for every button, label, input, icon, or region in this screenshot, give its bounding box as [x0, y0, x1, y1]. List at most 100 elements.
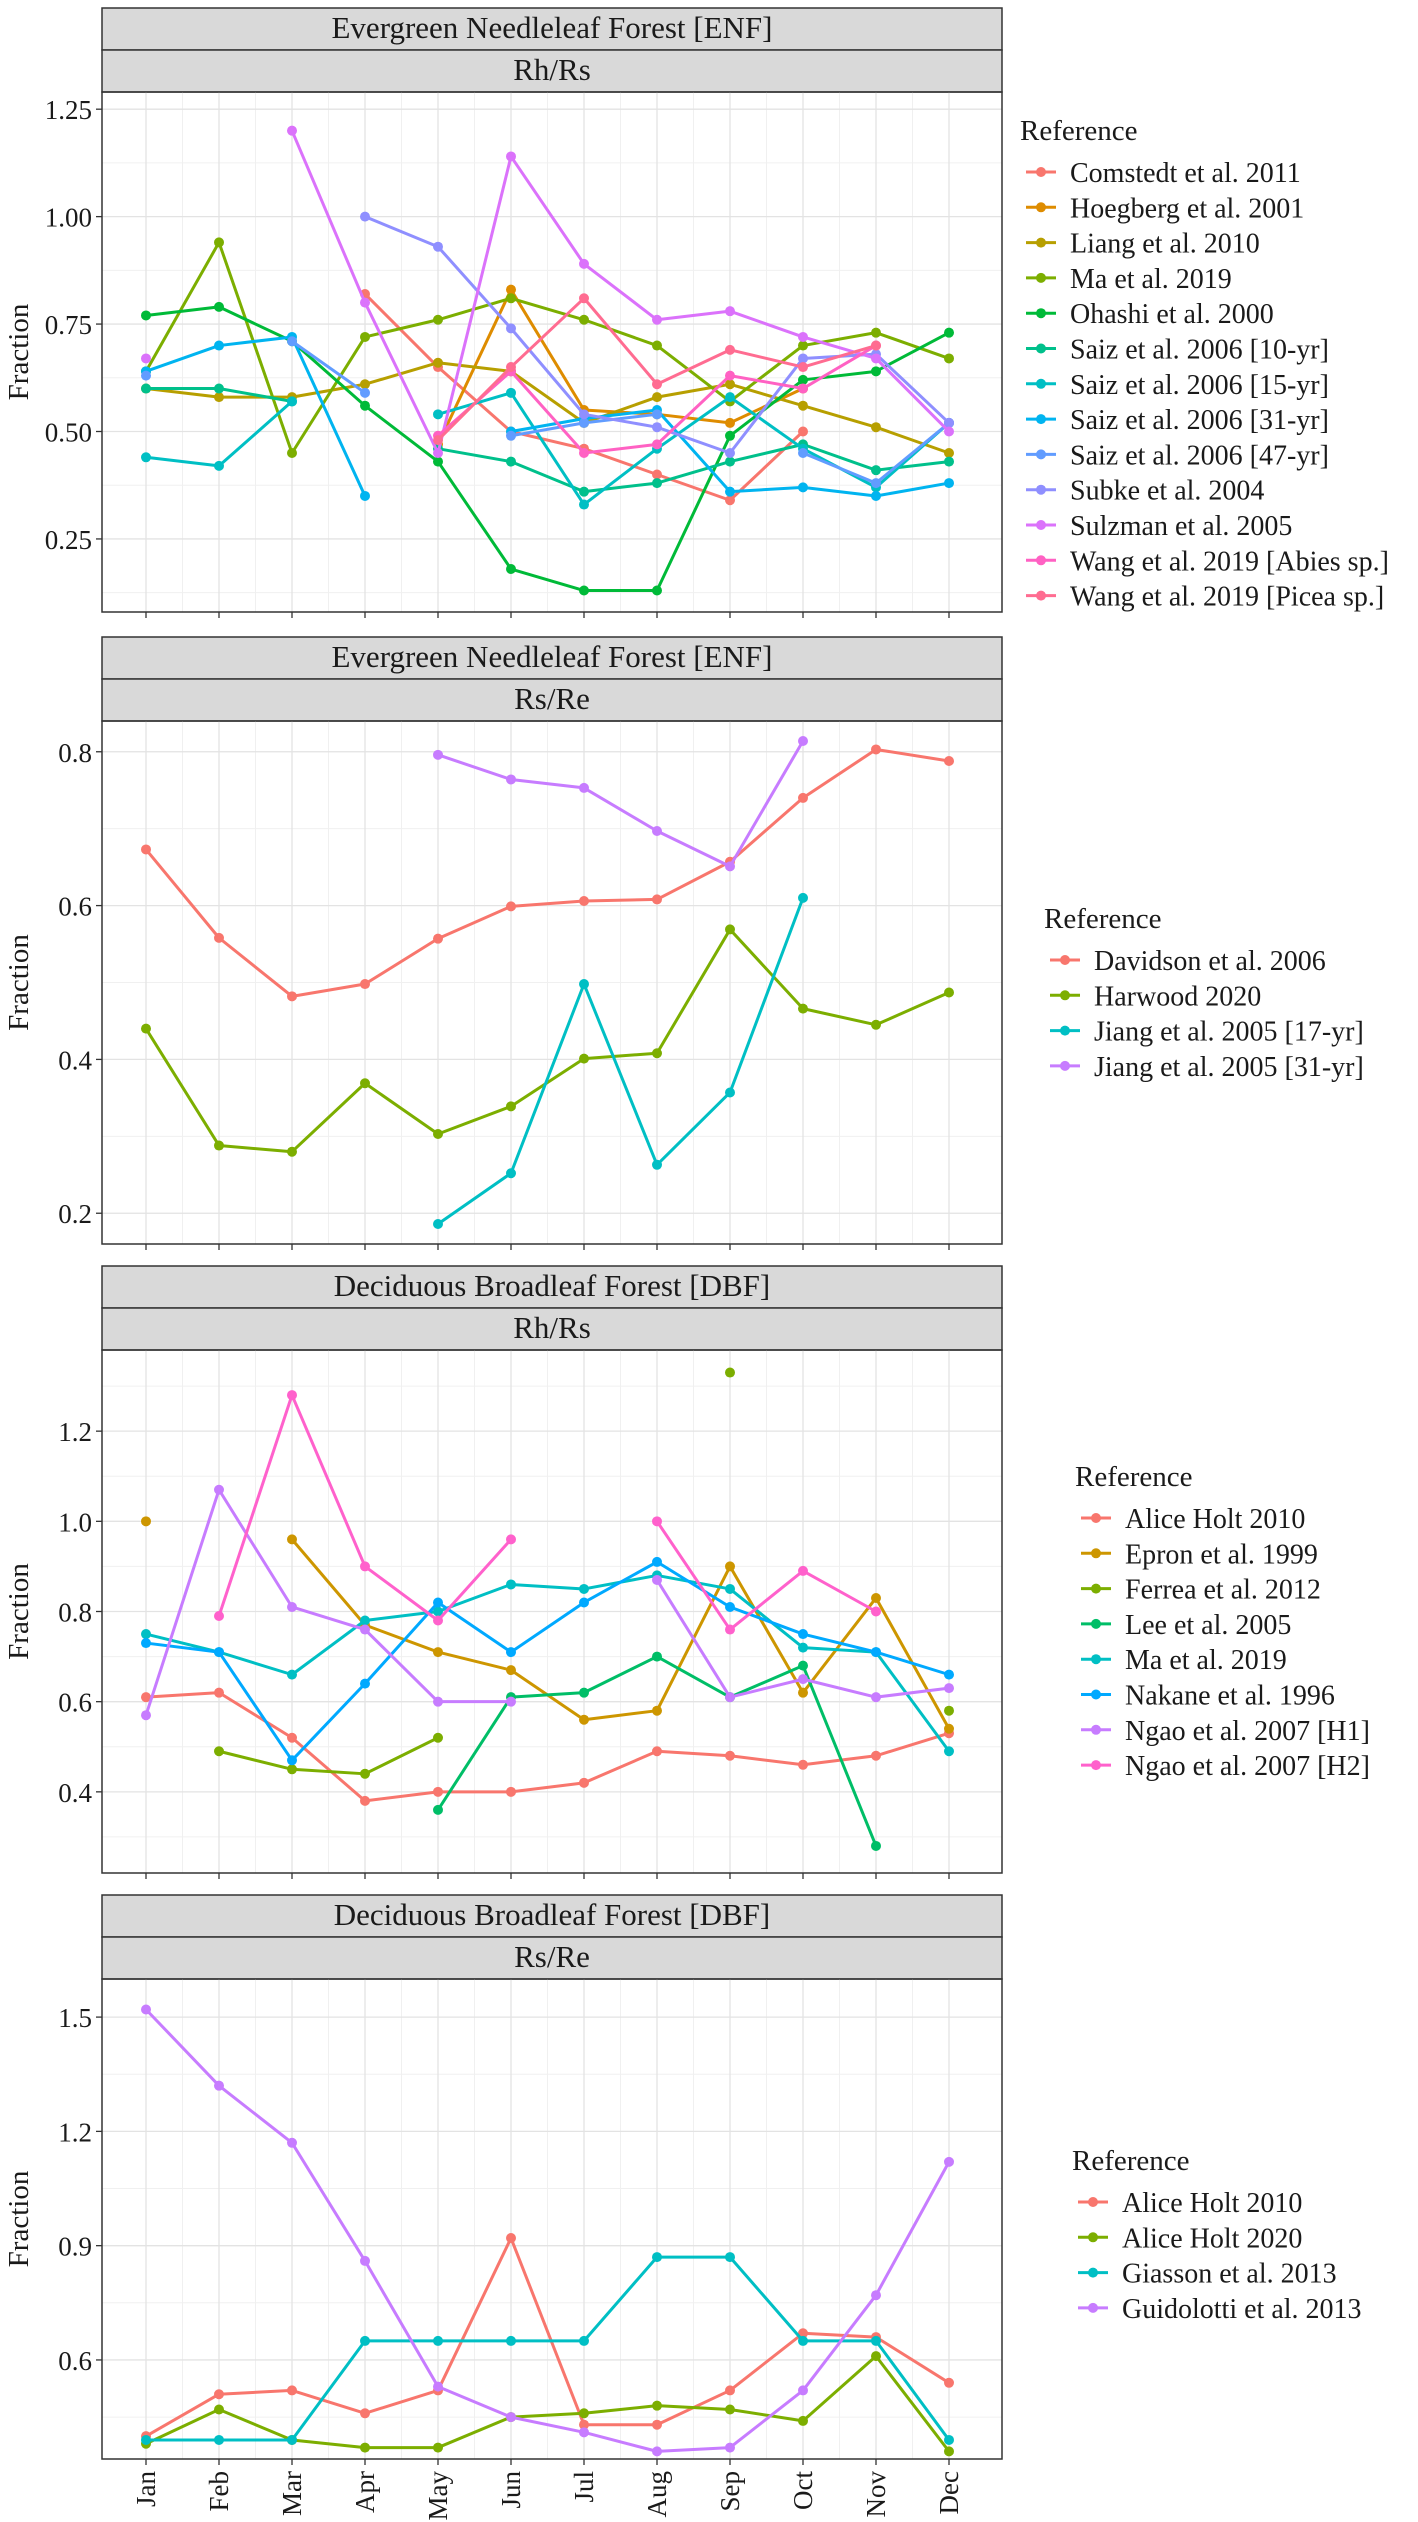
data-point [360, 490, 370, 501]
data-point [506, 456, 516, 467]
data-point [652, 422, 662, 433]
data-point [725, 1367, 735, 1378]
data-point [652, 2252, 662, 2263]
legend-entry: Saiz et al. 2006 [47-yr] [1070, 440, 1329, 471]
series-4 [433, 735, 808, 872]
data-point [652, 2419, 662, 2430]
data-point [579, 585, 589, 596]
data-point [141, 1710, 151, 1721]
data-point [725, 2252, 735, 2263]
x-tick-label: Jun [496, 2471, 526, 2509]
panel-3: Deciduous Broadleaf Forest [DBF] Rh/Rs 0.4… [3, 1265, 1370, 1879]
data-point [579, 1687, 589, 1698]
legend-entry: Ma et al. 2019 [1125, 1645, 1287, 1676]
data-point [871, 744, 881, 755]
subtitle-strip [101, 1307, 1003, 1351]
data-point [506, 1168, 516, 1179]
panel-border [101, 91, 1003, 613]
x-tick-label: Mar [277, 2471, 307, 2516]
legend-key-point [1091, 1654, 1101, 1665]
x-tick-label: Nov [861, 2471, 891, 2518]
data-point [725, 861, 735, 872]
data-point [287, 1669, 297, 1680]
data-point [725, 495, 735, 506]
data-point [141, 1629, 151, 1640]
data-point [214, 2404, 224, 2415]
data-point [798, 2335, 808, 2346]
data-point [652, 894, 662, 905]
data-point [433, 1732, 443, 1743]
series-line [145, 2354, 951, 2453]
data-point [725, 2385, 735, 2396]
legend-key-point [1060, 1025, 1070, 1036]
y-tick-label: 0.8 [58, 738, 92, 768]
series-5 [141, 301, 954, 596]
legend-entry: Ma et al. 2019 [1070, 264, 1232, 295]
legend-key-point [1088, 2302, 1098, 2313]
data-point [725, 1087, 735, 1098]
data-point [871, 340, 881, 351]
legend-title: Reference [1075, 1461, 1193, 1493]
legend-key-point [1036, 343, 1046, 354]
data-point [506, 1647, 516, 1658]
data-point [944, 1669, 954, 1680]
data-point [433, 2442, 443, 2453]
panel-1: Evergreen Needleleaf Forest [ENF] Rh/Rs 0.… [3, 7, 1389, 618]
data-point [725, 370, 735, 381]
data-point [798, 426, 808, 437]
data-point [652, 340, 662, 351]
series-line [437, 740, 805, 868]
series-line [145, 1560, 950, 1762]
data-point [871, 478, 881, 489]
data-point [214, 2080, 224, 2091]
data-point [287, 1732, 297, 1743]
data-point [798, 340, 808, 351]
subtitle-strip [101, 678, 1003, 722]
y-tick-label: 0.4 [58, 1778, 92, 1808]
data-point [871, 1647, 881, 1658]
series-line [146, 2255, 951, 2442]
panel-border [101, 1349, 1003, 1874]
legend-key-point [1036, 202, 1046, 213]
data-point [798, 2385, 808, 2396]
legend-key-point [1088, 2232, 1098, 2243]
panel-subtitle: Rs/Re [514, 1939, 590, 1974]
data-point [652, 2400, 662, 2411]
legend: Reference Davidson et al. 2006 Harwood 202… [1044, 903, 1364, 1083]
series-line [655, 1520, 877, 1632]
data-point [944, 447, 954, 458]
x-tick-label: Oct [788, 2471, 818, 2510]
data-point [141, 370, 151, 381]
data-point [579, 2419, 589, 2430]
series-3 [214, 1367, 954, 1779]
data-point [871, 366, 881, 377]
subtitle-strip [101, 49, 1003, 93]
data-point [214, 340, 224, 351]
data-point [725, 417, 735, 428]
data-point [652, 1651, 662, 1662]
series-6 [141, 383, 954, 497]
title-strip [101, 7, 1003, 51]
data-point [506, 1101, 516, 1112]
data-point [652, 409, 662, 420]
data-point [652, 1574, 662, 1585]
data-point [944, 1705, 954, 1716]
legend-key-point [1091, 1760, 1101, 1771]
data-point [214, 1647, 224, 1658]
data-point [798, 353, 808, 364]
data-point [944, 755, 954, 766]
data-point [725, 392, 735, 403]
subtitle-strip [101, 1936, 1003, 1980]
data-point [652, 1048, 662, 1059]
legend-key-point [1036, 590, 1046, 601]
data-point [579, 499, 589, 510]
legend-key-point [1091, 1689, 1101, 1700]
data-point [871, 2335, 881, 2346]
data-point [871, 422, 881, 433]
legend-entry: Sulzman et al. 2005 [1070, 511, 1292, 542]
data-point [141, 310, 151, 321]
data-point [725, 456, 735, 467]
title-strip [101, 1894, 1003, 1938]
legend: Reference Comstedt et al. 2011 Hoegberg et… [1020, 115, 1389, 613]
series-line [290, 130, 951, 455]
